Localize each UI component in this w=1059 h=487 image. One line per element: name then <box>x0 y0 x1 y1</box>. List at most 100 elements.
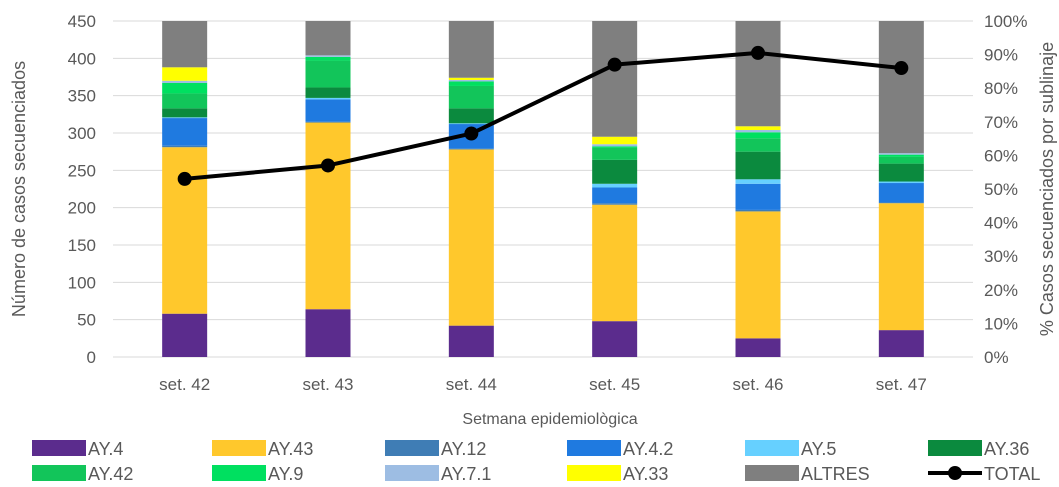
bar-segment <box>448 81 494 86</box>
bar-segment <box>592 144 638 147</box>
y-tick-label: 450 <box>68 12 96 31</box>
legend-label: AY.9 <box>268 464 303 484</box>
legend-item: AY.4.2 <box>567 439 673 459</box>
total-line-point <box>607 57 622 72</box>
bar-segment <box>305 309 351 357</box>
bar-segment <box>878 181 924 184</box>
bar-segment <box>305 121 351 123</box>
legend-swatch <box>567 440 621 456</box>
bar-segment <box>162 117 208 119</box>
total-line-point <box>751 45 765 60</box>
bar-segment <box>592 136 638 145</box>
legend-item: AY.43 <box>212 439 313 459</box>
legend-swatch <box>928 440 982 456</box>
bar-segment <box>448 77 494 80</box>
bar-segment <box>735 179 781 184</box>
legend-label: AY.33 <box>623 464 668 484</box>
x-tick-label: set. 43 <box>302 375 353 394</box>
y-tick-label: 50 <box>77 311 96 330</box>
y2-tick-label: 60% <box>984 146 1018 165</box>
bar-segment <box>735 338 781 357</box>
bar-segment <box>305 55 351 57</box>
bar-segment <box>448 325 494 357</box>
legend-item: AY.9 <box>212 464 303 484</box>
bar-segment <box>592 147 638 160</box>
x-tick-label: set. 46 <box>732 375 783 394</box>
total-line-point <box>321 158 335 173</box>
bar-segment <box>162 145 208 148</box>
bar-segment <box>448 148 494 150</box>
bar-segment <box>878 203 924 331</box>
bar-segment <box>878 330 924 357</box>
legend-label: TOTAL <box>984 464 1040 484</box>
y-tick-label: 150 <box>68 236 96 255</box>
x-tick-label: set. 42 <box>159 375 210 394</box>
legend-marker <box>948 466 962 480</box>
legend-item: TOTAL <box>928 464 1040 484</box>
bar-segment <box>735 21 781 127</box>
y2-tick-label: 80% <box>984 79 1018 98</box>
bar-segment <box>162 313 208 357</box>
bar-segment <box>735 130 781 133</box>
bar-segment <box>735 183 781 210</box>
bar-segment <box>592 159 638 184</box>
bar-segment <box>878 21 924 154</box>
legend-item: AY.42 <box>32 464 133 484</box>
total-line-point <box>177 171 192 186</box>
total-line-path <box>184 50 902 181</box>
bar-segment <box>735 126 781 131</box>
bar-segment <box>592 204 638 322</box>
bar-segment <box>735 138 781 152</box>
bar-segment <box>305 87 351 98</box>
bar-segment <box>448 21 494 78</box>
legend-label: AY.5 <box>801 439 836 459</box>
bar-segment <box>305 21 351 56</box>
total-line <box>177 45 909 186</box>
y-axis-label: Número de casos secuenciados <box>9 61 29 317</box>
legend-swatch <box>567 465 621 481</box>
bar-stacks <box>162 21 924 357</box>
bar-segment <box>162 80 208 83</box>
y-axis-left-ticks: 0 50 100 150 200 250 300 350 400 450 <box>68 12 96 367</box>
bar-segment <box>592 187 638 204</box>
legend-item: AY.7.1 <box>385 464 491 484</box>
legend-label: ALTRES <box>801 464 870 484</box>
bar-segment <box>448 123 494 125</box>
bar-segment <box>305 97 351 100</box>
legend-item: AY.4 <box>32 439 123 459</box>
bar-segment <box>735 209 781 212</box>
legend-label: AY.42 <box>88 464 133 484</box>
x-axis-ticks: set. 42 set. 43 set. 44 set. 45 set. 46 set. … <box>159 375 927 394</box>
legend: AY.4 AY.43 AY.12 AY.4.2 AY.5 AY.36 AY.42 AY.9 AY… <box>32 439 1040 484</box>
legend-swatch <box>212 465 266 481</box>
bar-segment <box>162 118 208 146</box>
bar-segment <box>448 85 494 109</box>
x-tick-label: set. 45 <box>589 375 640 394</box>
grid-lines <box>113 20 973 358</box>
legend-swatch <box>212 440 266 456</box>
legend-label: AY.4 <box>88 439 123 459</box>
bar-segment <box>162 21 208 68</box>
legend-label: AY.36 <box>984 439 1029 459</box>
legend-swatch <box>385 440 439 456</box>
legend-item: AY.12 <box>385 439 486 459</box>
bar-segment <box>592 146 638 148</box>
bar-segment <box>162 67 208 81</box>
bar-segment <box>448 149 494 326</box>
bar-segment <box>305 99 351 122</box>
bar-segment <box>735 151 781 180</box>
y-tick-label: 100 <box>68 273 96 292</box>
y-tick-label: 0 <box>87 348 96 367</box>
legend-item: AY.33 <box>567 464 668 484</box>
bar-segment <box>448 108 494 124</box>
y2-tick-label: 50% <box>984 180 1018 199</box>
total-line-point <box>894 61 909 76</box>
legend-item: AY.36 <box>928 439 1029 459</box>
bar-segment <box>162 93 208 109</box>
legend-label: AY.4.2 <box>623 439 673 459</box>
y2-tick-label: 0% <box>984 348 1009 367</box>
legend-swatch <box>32 440 86 456</box>
bar-segment <box>305 122 351 310</box>
y-tick-label: 250 <box>68 161 96 180</box>
